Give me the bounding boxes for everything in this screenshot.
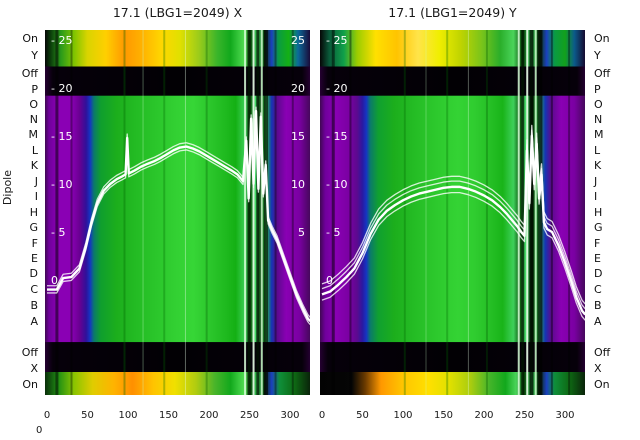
row-label-y: Y: [594, 49, 601, 62]
row-label-f: F: [594, 237, 601, 250]
row-label-off: Off: [594, 67, 611, 80]
x-tick-label: 300: [555, 410, 575, 421]
row-label-g: G: [594, 221, 603, 234]
x-tick-label: 200: [199, 410, 219, 421]
row-label-g: G: [29, 221, 38, 234]
row-label-f: F: [31, 237, 38, 250]
row-label-e: E: [31, 252, 38, 265]
x-tick-label: 50: [356, 410, 369, 421]
row-label-on: On: [594, 32, 610, 45]
row-labels-left: On Y Off P O N M L K J I H G F E D C B A Off X On: [0, 0, 41, 440]
x-tick-label: 300: [280, 410, 300, 421]
heatmap-panel-x: [45, 30, 310, 395]
x-tick-label: 150: [158, 410, 179, 421]
row-label-h: H: [29, 206, 38, 219]
row-label-c: C: [30, 283, 38, 296]
row-label-e: E: [594, 252, 601, 265]
x-tick-label: 100: [393, 410, 413, 421]
row-label-k: K: [594, 159, 602, 172]
row-label-n: N: [29, 113, 38, 126]
row-label-d: D: [29, 267, 38, 280]
x-tick-label: 200: [474, 410, 494, 421]
row-label-a: A: [594, 315, 602, 328]
row-label-d: D: [594, 267, 603, 280]
row-label-on: On: [22, 378, 38, 391]
row-label-p: P: [31, 83, 38, 96]
row-label-h: H: [594, 206, 603, 219]
x-axis-origin-label: 0: [36, 425, 43, 436]
row-label-i: I: [34, 190, 38, 203]
row-label-o: O: [29, 98, 38, 111]
x-tick-label: 50: [81, 410, 94, 421]
row-label-m: M: [594, 128, 604, 141]
row-label-o: O: [594, 98, 603, 111]
row-label-a: A: [30, 315, 38, 328]
row-label-off: Off: [21, 67, 38, 80]
row-label-on: On: [594, 378, 610, 391]
row-label-n: N: [594, 113, 603, 126]
row-label-p: P: [594, 83, 601, 96]
row-label-m: M: [28, 128, 39, 141]
x-tick-label: 250: [514, 410, 535, 421]
row-label-k: K: [30, 159, 38, 172]
row-label-b: B: [594, 299, 602, 312]
row-label-on: On: [22, 32, 38, 45]
row-label-off: Off: [594, 346, 611, 359]
row-label-off: Off: [21, 346, 38, 359]
row-label-l: L: [31, 144, 38, 157]
x-tick-label: 0: [318, 410, 326, 421]
row-label-x: X: [594, 362, 602, 375]
row-label-y: Y: [31, 49, 38, 62]
heatmap-panel-y: [320, 30, 585, 395]
row-label-j: J: [34, 175, 38, 188]
x-axis-ticks-right: 0 50 100 150 200 250 300: [318, 410, 585, 426]
row-label-c: C: [594, 283, 602, 296]
x-tick-label: 0: [43, 410, 51, 421]
panel-title-x: 17.1 (LBG1=2049) X: [112, 5, 243, 20]
x-tick-label: 250: [239, 410, 260, 421]
x-tick-label: 100: [118, 410, 138, 421]
x-tick-label: 150: [433, 410, 454, 421]
panel-title-y: 17.1 (LBG1=2049) Y: [388, 5, 517, 20]
row-label-x: X: [30, 362, 38, 375]
row-label-i: I: [594, 190, 598, 203]
row-label-b: B: [30, 299, 38, 312]
row-label-j: J: [594, 175, 598, 188]
x-axis-ticks-left: 0 50 100 150 200 250 300: [43, 410, 310, 426]
row-labels-right: On Y Off P O N M L K J I H G F E D C B A Off X On: [590, 0, 638, 440]
row-label-l: L: [594, 144, 601, 157]
